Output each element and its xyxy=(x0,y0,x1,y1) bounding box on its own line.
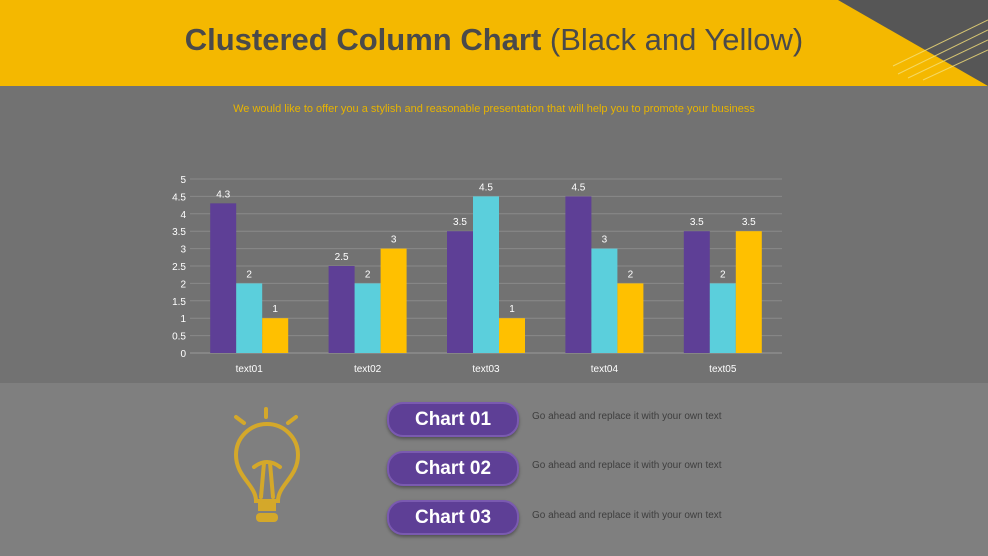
y-tick-label: 0 xyxy=(180,349,186,360)
chart-02-button[interactable]: Chart 02 xyxy=(387,451,519,486)
clustered-column-chart: 0 0.5 1 1.5 2 2.5 3 3.5 4 4.5 5 text01 4.3 2 1 text02 2.… xyxy=(172,175,782,375)
y-tick-label: 2 xyxy=(180,279,186,290)
data-label: 3.5 xyxy=(742,217,756,228)
bar xyxy=(709,283,736,353)
data-label: 2.5 xyxy=(335,252,349,263)
x-tick-label: text02 xyxy=(354,364,382,375)
data-label: 1 xyxy=(272,304,278,315)
title-bold: Clustered Column Chart xyxy=(184,22,542,57)
page-title: Clustered Column Chart (Black and Yellow… xyxy=(0,22,988,58)
data-label: 2 xyxy=(365,269,371,280)
header-banner xyxy=(0,0,988,86)
x-tick-label: text04 xyxy=(591,364,619,375)
data-label: 1 xyxy=(509,304,515,315)
data-label: 2 xyxy=(628,269,634,280)
data-label: 4.5 xyxy=(571,182,585,193)
chart-01-button[interactable]: Chart 01 xyxy=(387,402,519,437)
bar xyxy=(591,248,618,353)
corner-decoration xyxy=(838,0,988,86)
y-tick-label: 3.5 xyxy=(172,227,186,238)
x-tick-label: text05 xyxy=(709,364,737,375)
bar xyxy=(236,283,263,353)
chart-02-description: Go ahead and replace it with your own te… xyxy=(532,460,722,471)
bar xyxy=(735,231,762,353)
data-label: 4.3 xyxy=(216,189,230,200)
lightbulb-icon xyxy=(233,407,301,522)
chart-03-description: Go ahead and replace it with your own te… xyxy=(532,510,722,521)
bar xyxy=(473,196,499,353)
y-tick-label: 0.5 xyxy=(172,332,186,343)
data-label: 3 xyxy=(391,235,397,246)
bar xyxy=(354,283,381,353)
chart-01-description: Go ahead and replace it with your own te… xyxy=(532,411,722,422)
subtitle: We would like to offer you a stylish and… xyxy=(233,103,755,115)
y-tick-label: 4 xyxy=(180,210,186,221)
bar xyxy=(499,318,525,353)
data-label: 4.5 xyxy=(479,182,493,193)
bar xyxy=(565,196,592,353)
bar xyxy=(380,248,407,353)
bar xyxy=(210,203,237,353)
data-label: 3 xyxy=(602,235,608,246)
data-label: 2 xyxy=(246,269,252,280)
y-tick-label: 5 xyxy=(180,175,186,186)
bar xyxy=(262,318,289,353)
x-tick-label: text03 xyxy=(472,364,500,375)
bar xyxy=(683,231,710,353)
y-tick-label: 4.5 xyxy=(172,192,186,203)
bar xyxy=(328,266,355,353)
y-tick-label: 2.5 xyxy=(172,262,186,273)
y-tick-label: 1.5 xyxy=(172,297,186,308)
data-label: 3.5 xyxy=(453,217,467,228)
data-label: 3.5 xyxy=(690,217,704,228)
y-tick-label: 3 xyxy=(180,245,186,256)
title-light: (Black and Yellow) xyxy=(549,22,804,57)
chart-03-button[interactable]: Chart 03 xyxy=(387,500,519,535)
data-label: 2 xyxy=(720,269,726,280)
x-tick-label: text01 xyxy=(236,364,264,375)
y-tick-label: 1 xyxy=(180,314,186,325)
bar xyxy=(447,231,473,353)
bar xyxy=(617,283,644,353)
